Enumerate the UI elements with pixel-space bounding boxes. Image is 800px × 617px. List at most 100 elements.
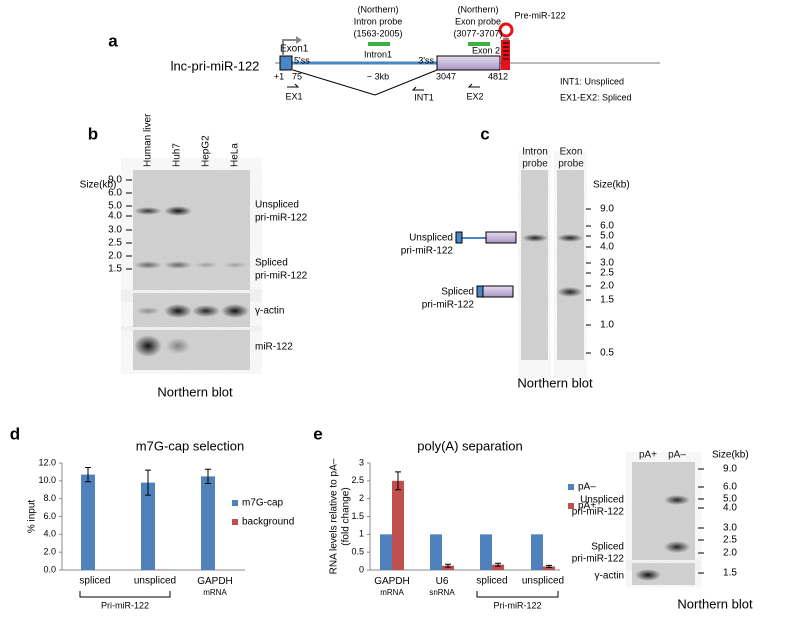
band-label: γ-actin xyxy=(595,571,624,582)
band-label: Spliced xyxy=(591,542,624,553)
band-label: Unspliced xyxy=(580,495,624,506)
size-marker: 1.5 xyxy=(600,295,614,306)
gene-diagram xyxy=(275,22,660,96)
bar xyxy=(442,565,454,570)
splice-site: 3'ss xyxy=(418,55,434,65)
size-marker: 2.5 xyxy=(723,535,737,546)
legend-label: m7G-cap xyxy=(242,498,284,509)
size-marker: 5.0 xyxy=(600,231,614,242)
panel-label: c xyxy=(480,124,489,143)
probe-label: Intron xyxy=(522,147,548,158)
primer: EX1 xyxy=(285,91,302,101)
legend-label: pA– xyxy=(578,482,596,493)
blot-noise xyxy=(521,170,548,360)
probe-label: Intron probe xyxy=(354,16,403,26)
x-tick-label: unspliced xyxy=(134,576,176,587)
band xyxy=(557,287,583,297)
exon-label: Exon 2 xyxy=(472,45,500,55)
probe-label: (1563-2005) xyxy=(353,28,402,38)
band-label: Spliced xyxy=(255,258,288,269)
y-tick-label: 10.0 xyxy=(38,475,56,485)
probe-label: (Northern) xyxy=(457,4,498,14)
size-title: Size(kb) xyxy=(712,450,749,461)
lane-label: HepG2 xyxy=(201,135,212,167)
probe-label: probe xyxy=(558,159,584,170)
band-label: Unspliced xyxy=(409,233,453,244)
intron-label: Intron1 xyxy=(364,49,392,59)
bar xyxy=(392,480,404,570)
band-label: pri-miR-122 xyxy=(255,213,308,224)
band xyxy=(166,338,190,354)
bar xyxy=(492,564,504,570)
probe-label: probe xyxy=(522,159,548,170)
band-label: pri-miR-122 xyxy=(572,507,625,518)
band xyxy=(134,261,162,269)
size-marker: 2.5 xyxy=(108,238,122,249)
y-axis-label: RNA levels relative to pA– xyxy=(329,458,340,574)
size-marker: 9.0 xyxy=(723,464,737,475)
probe-label: (3077-3707) xyxy=(453,28,502,38)
position: 3047 xyxy=(436,71,456,81)
position: 4812 xyxy=(488,71,508,81)
y-tick-label: 8.0 xyxy=(43,493,56,503)
group-label: Pri-miR-122 xyxy=(493,600,541,610)
size-title: Size(kb) xyxy=(80,180,117,191)
band-label: miR-122 xyxy=(255,342,293,353)
band-label: pri-miR-122 xyxy=(401,246,454,257)
bar xyxy=(531,534,543,570)
caption: Northern blot xyxy=(517,375,593,390)
bar xyxy=(141,482,155,570)
size-marker: 5.0 xyxy=(723,494,737,505)
primer: EX2 xyxy=(466,91,483,101)
size-marker: 9.0 xyxy=(108,175,122,186)
band xyxy=(164,304,192,318)
panel-label: e xyxy=(313,424,322,443)
band xyxy=(522,234,548,242)
lane-label: Huh7 xyxy=(172,143,183,167)
band-label: γ-actin xyxy=(255,306,284,317)
band xyxy=(194,262,218,268)
probe-label: Exon xyxy=(560,147,583,158)
size-marker: 6.0 xyxy=(600,221,614,232)
primer-legend: EX1-EX2: Spliced xyxy=(560,92,632,102)
y-tick-label: 12.0 xyxy=(38,457,56,467)
legend-swatch xyxy=(568,503,574,509)
bar xyxy=(543,566,555,570)
size-marker: 4.0 xyxy=(600,242,614,253)
bar xyxy=(430,534,442,570)
band-label: Spliced xyxy=(441,287,474,298)
group-label: Pri-miR-122 xyxy=(101,600,149,610)
band xyxy=(164,261,192,269)
band xyxy=(664,495,690,505)
size-marker: 4.0 xyxy=(723,503,737,514)
lane-label: pA+ xyxy=(639,450,657,461)
error-bar xyxy=(395,471,401,491)
lane-label: pA– xyxy=(668,450,686,461)
y-tick-label: 0.5 xyxy=(351,547,364,557)
band xyxy=(134,335,162,357)
band-label: Unspliced xyxy=(255,200,299,211)
legend-swatch xyxy=(232,519,238,525)
caption: Northern blot xyxy=(677,596,753,611)
blot-noise xyxy=(557,170,584,360)
y-axis-label: (fold change) xyxy=(341,487,352,545)
panel-label: a xyxy=(108,31,118,50)
x-tick-label: GAPDH mRNA xyxy=(374,576,410,597)
transcript-diagrams xyxy=(455,231,517,298)
size-marker: 1.0 xyxy=(600,320,614,331)
length-label: ~ 3kb xyxy=(367,71,389,81)
error-bar xyxy=(85,466,91,483)
error-bar xyxy=(546,564,552,569)
caption: Northern blot xyxy=(157,384,233,399)
group-bracket xyxy=(79,591,171,598)
bar xyxy=(480,534,492,570)
size-marker: 5.0 xyxy=(108,201,122,212)
band xyxy=(136,307,160,315)
legend-swatch xyxy=(232,500,238,506)
band xyxy=(557,234,583,242)
y-tick-label: 0 xyxy=(359,564,364,574)
band xyxy=(192,305,220,317)
y-tick-label: 6.0 xyxy=(43,511,56,521)
legend-label: background xyxy=(242,517,294,528)
size-marker: 3.0 xyxy=(108,225,122,236)
